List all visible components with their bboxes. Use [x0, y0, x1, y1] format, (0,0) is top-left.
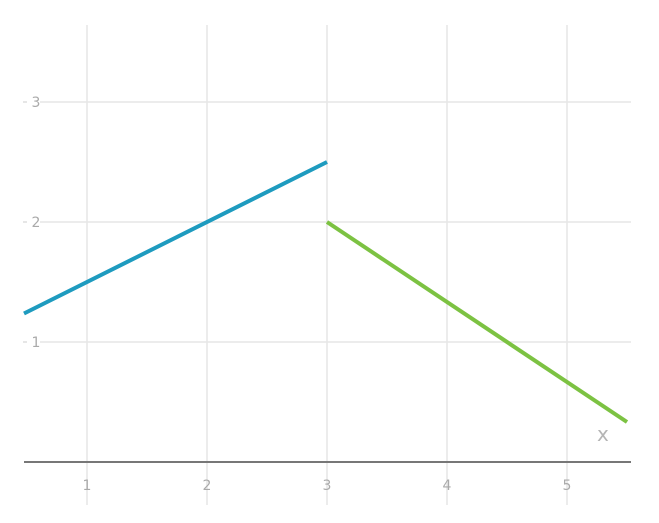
- x-tick-label: 3: [323, 478, 332, 494]
- x-tick-label: 1: [83, 478, 92, 494]
- y-tick-label: 2: [32, 215, 41, 231]
- grid: [23, 25, 631, 505]
- x-tick-label: 4: [443, 478, 452, 494]
- series-group: [23, 160, 629, 424]
- x-axis-label: x: [597, 422, 609, 446]
- x-tick-label: 2: [203, 478, 212, 494]
- y-tick-label: 1: [32, 335, 41, 351]
- series-line: [23, 160, 328, 316]
- x-tick-label: 5: [563, 478, 572, 494]
- y-tick-label: 3: [32, 95, 41, 111]
- series-line: [325, 220, 629, 424]
- axes: 1 2 3 4 5 1 2 3: [24, 95, 631, 494]
